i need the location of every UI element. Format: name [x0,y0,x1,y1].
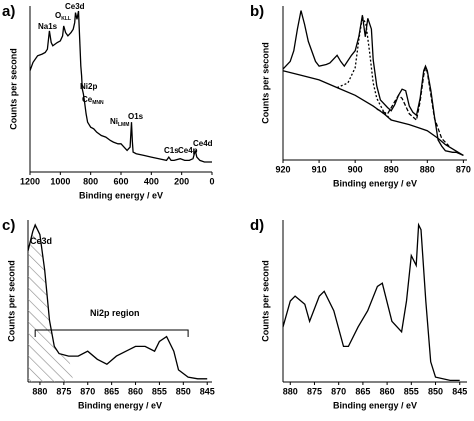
annotation: Ce3d [30,236,52,246]
annotation: OKLL [55,11,71,22]
y-axis-label: Counts per second [8,48,18,130]
x-tick-label: 890 [384,164,399,174]
x-axis-label: Binding energy / eV [79,190,163,200]
panel-label: b) [250,3,264,20]
annotation-text: Ni2p [80,82,97,91]
annotation: CeMNN [82,95,104,106]
data-line [282,10,464,156]
x-tick-label: 865 [104,386,119,396]
y-axis-label: Counts per second [6,260,16,342]
x-tick-label: 400 [144,176,159,186]
annotation-text: Ce [82,95,93,104]
annotation-text: O [55,11,61,20]
annotation-text: O1s [128,112,144,121]
y-axis-label: Counts per second [260,42,270,124]
annotation-text: Ce4d [193,139,213,148]
x-tick-label: 200 [174,176,189,186]
panel-label: d) [250,217,264,234]
annotation-text: Ni2p region [90,308,140,318]
annotation-text: Ce3d [65,2,85,11]
panel-label: a) [2,3,15,20]
annotation: C1s [164,146,179,155]
x-tick-label: 850 [176,386,191,396]
annotation: O1s [128,112,144,121]
x-axis-label: Binding energy / eV [78,400,162,410]
x-tick-label: 1200 [20,176,40,186]
region-bracket [34,329,189,337]
x-tick-label: 880 [420,164,435,174]
x-tick-label: 870 [80,386,95,396]
annotation-text: Ce3d [30,236,52,246]
x-axis-label: Binding energy / eV [333,400,417,410]
y-axis-label: Counts per second [260,260,270,342]
annotation-text: Na1s [38,22,58,31]
x-tick-label: 855 [152,386,167,396]
x-axis-label: Binding energy / eV [333,178,417,188]
annotation: Ce3d [65,2,85,11]
x-tick-label: 600 [113,176,128,186]
panel-label: c) [2,217,15,234]
x-tick-label: 1000 [50,176,70,186]
hatched-area [28,224,74,382]
data-line [336,14,392,121]
annotation-text: C1s [164,146,179,155]
annotation: NiLMM [110,117,129,128]
x-tick-label: 845 [452,386,467,396]
x-tick-label: 900 [348,164,363,174]
x-tick-label: 850 [428,386,443,396]
x-tick-label: 860 [128,386,143,396]
annotation: Ni2p region [90,308,140,318]
x-tick-label: 880 [32,386,47,396]
data-line [27,223,208,380]
annotation-subscript: KLL [61,16,71,22]
x-tick-label: 875 [307,386,322,396]
x-tick-label: 880 [283,386,298,396]
x-tick-label: 865 [355,386,370,396]
x-tick-label: 875 [56,386,71,396]
x-tick-label: 870 [456,164,471,174]
annotation-subscript: LMM [118,122,129,128]
x-tick-label: 870 [331,386,346,396]
x-tick-label: 920 [275,164,290,174]
annotation-text: Ce4p [178,146,198,155]
annotation: Ce4p [178,146,198,155]
x-tick-label: 0 [209,176,214,186]
annotation-subscript: MNN [92,100,104,106]
x-tick-label: 860 [380,386,395,396]
x-tick-label: 910 [312,164,327,174]
data-line [29,10,212,163]
x-tick-label: 800 [83,176,98,186]
x-tick-label: 855 [404,386,419,396]
x-tick-label: 845 [200,386,215,396]
annotation: Ni2p [80,82,97,91]
data-line [282,70,464,156]
data-line [282,222,460,382]
annotation: Ce4d [193,139,213,148]
annotation: Na1s [38,22,58,31]
annotation-text: Ni [110,117,118,126]
